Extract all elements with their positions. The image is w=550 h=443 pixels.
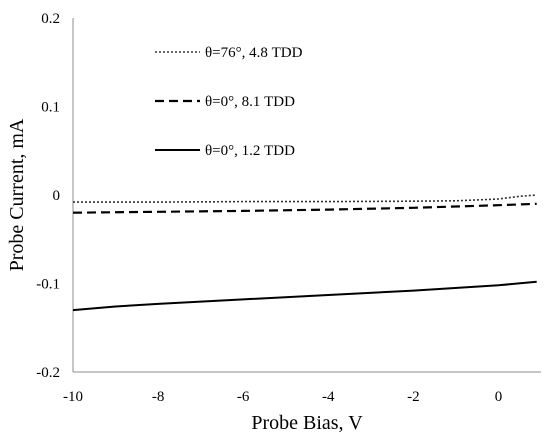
series-line-1 [73,194,537,203]
x-tick-label: -4 [322,389,335,405]
x-tick-label: -10 [63,389,83,405]
legend-label-2: θ=0°, 8.1 TDD [205,94,295,110]
series-line-2 [72,202,537,214]
y-tick-label: -0.2 [36,365,60,381]
x-axis-label: Probe Bias, V [251,412,363,434]
x-tick-label: 0 [495,389,503,405]
tick-labels: -0.2 -0.1 0 0.1 0.2 -10 -8 -6 -4 -2 0 [36,11,502,405]
legend: θ=76°, 4.8 TDD θ=0°, 8.1 TDD θ=0°, 1.2 TDD [155,45,303,159]
legend-label-1: θ=76°, 4.8 TDD [205,45,303,61]
x-tick-label: -6 [237,389,250,405]
legend-label-3: θ=0°, 1.2 TDD [205,143,295,159]
axes [72,18,541,373]
x-tick-label: -2 [407,389,420,405]
y-tick-label: -0.1 [36,277,60,293]
x-tick-label: -8 [152,389,165,405]
y-axis-label: Probe Current, mA [6,118,28,271]
series-lines [72,194,537,312]
y-tick-label: 0.1 [41,100,60,116]
y-tick-label: 0 [53,188,61,204]
y-tick-label: 0.2 [41,11,60,27]
series-line-3 [72,280,537,312]
